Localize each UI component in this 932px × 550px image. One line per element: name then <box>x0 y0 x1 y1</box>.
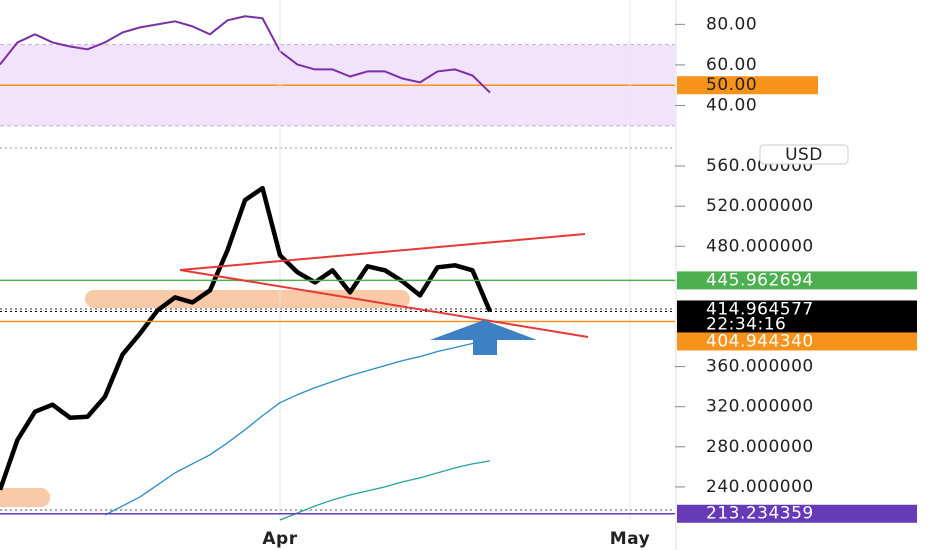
x-tick-label: May <box>610 529 650 549</box>
y-tick-label: 480.000000 <box>706 236 814 256</box>
price-label-box <box>677 332 917 351</box>
highlight-zone <box>0 488 50 507</box>
y-tick-label: 360.000000 <box>706 357 814 377</box>
price-label-box <box>677 504 917 523</box>
y-tick-label: 80.00 <box>706 14 757 34</box>
x-tick-label: Apr <box>262 529 297 549</box>
level-label: 50.00 <box>706 75 757 95</box>
y-tick-label: 320.000000 <box>706 397 814 417</box>
arrow-icon <box>430 320 537 355</box>
y-tick-label: 40.00 <box>706 96 757 116</box>
price-label: 213.234359 <box>706 504 814 524</box>
series-line <box>104 338 491 516</box>
trend-line <box>179 233 586 271</box>
level-label-box <box>677 76 818 95</box>
series-line <box>0 15 491 94</box>
countdown-label: 22:34:16 <box>706 314 786 334</box>
price-label-box <box>677 300 917 333</box>
y-tick-label: 280.000000 <box>706 437 814 457</box>
price-label: 414.964577 <box>706 299 814 319</box>
price-label: 404.944340 <box>706 331 814 351</box>
unit-label: USD <box>785 145 823 165</box>
trend-line <box>179 269 589 338</box>
series-line <box>279 460 491 521</box>
price-label: 445.962694 <box>706 270 814 290</box>
y-tick-label: 520.000000 <box>706 196 814 216</box>
y-tick-label: 240.000000 <box>706 477 814 497</box>
price-label-box <box>677 271 917 290</box>
series-line <box>0 185 493 491</box>
y-tick-label: 60.00 <box>706 55 757 75</box>
unit-box <box>759 144 849 165</box>
